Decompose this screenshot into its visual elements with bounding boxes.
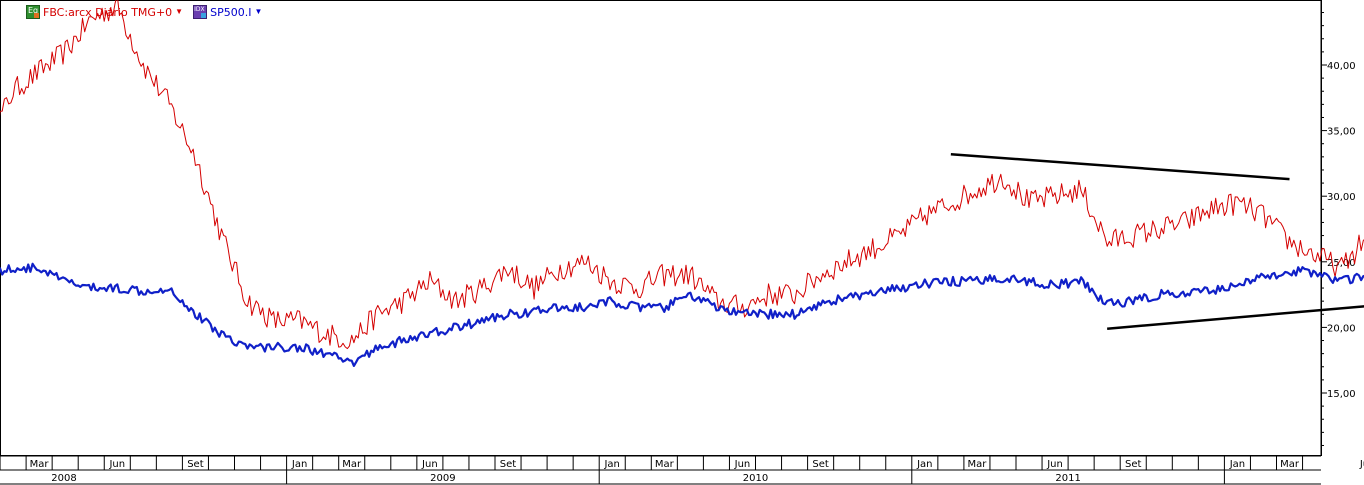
series-layer (0, 0, 1364, 376)
x-month-label: Set (187, 459, 204, 470)
x-month-label: Set (812, 459, 829, 470)
lower-trendline[interactable] (1107, 304, 1364, 330)
x-year-label: 2011 (1055, 473, 1080, 484)
equity-badge-icon: Eq (26, 5, 40, 19)
x-month-label: Set (1125, 459, 1142, 470)
caret-down-icon[interactable]: ▼ (254, 7, 263, 16)
x-month-label: Jan (916, 459, 932, 470)
upper-trendline[interactable] (950, 152, 1290, 181)
x-month-label: Mar (342, 459, 362, 470)
y-tick-label: 25,00 (1327, 258, 1356, 269)
x-month-label: Mar (30, 459, 50, 470)
y-tick-label: 20,00 (1327, 323, 1356, 334)
x-month-label: Jun (1359, 459, 1364, 470)
x-year-label: 2008 (51, 473, 76, 484)
x-month-label: Jun (734, 459, 751, 470)
series-sp500-line[interactable] (0, 172, 1364, 367)
legend-label-fbc: FBC:arcx Diário TMG+0 (43, 5, 173, 19)
x-month-label: Jan (291, 459, 307, 470)
legend-item-fbc[interactable]: Eq FBC:arcx Diário TMG+0 ▼ (26, 5, 183, 19)
index-badge-icon: IDX (193, 5, 208, 19)
x-month-label: Mar (967, 459, 987, 470)
x-month-label: Jan (1229, 459, 1245, 470)
caret-down-icon[interactable]: ▼ (175, 7, 184, 16)
legend: Eq FBC:arcx Diário TMG+0 ▼ IDX SP500.I ▼ (26, 4, 262, 20)
x-year-label: 2009 (430, 473, 455, 484)
series-fbc-line[interactable] (0, 0, 1364, 376)
x-axis[interactable]: Mar Jun Set Jan Mar Jun Set Jan Mar Jun Set Jan Mar J… (0, 455, 1364, 485)
x-month-label: Jan (603, 459, 619, 470)
x-month-label: Jun (108, 459, 125, 470)
x-month-label: Mar (655, 459, 675, 470)
y-tick-label: 30,00 (1327, 192, 1356, 203)
y-tick-label: 40,00 (1327, 61, 1356, 72)
x-month-label: Set (500, 459, 517, 470)
legend-item-sp500[interactable]: IDX SP500.I ▼ (193, 5, 262, 19)
y-tick-label: 15,00 (1327, 389, 1356, 400)
x-year-label: 2010 (743, 473, 768, 484)
trendline-layer (950, 152, 1364, 330)
x-month-label: Mar (1280, 459, 1300, 470)
x-month-label: Jun (1046, 459, 1063, 470)
x-month-label: Jun (421, 459, 438, 470)
y-tick-label: 35,00 (1327, 127, 1356, 138)
legend-label-sp500: SP500.I (210, 5, 252, 19)
y-axis[interactable]: 15,00 20,00 25,00 30,00 35,00 40,00 (1320, 1, 1356, 456)
